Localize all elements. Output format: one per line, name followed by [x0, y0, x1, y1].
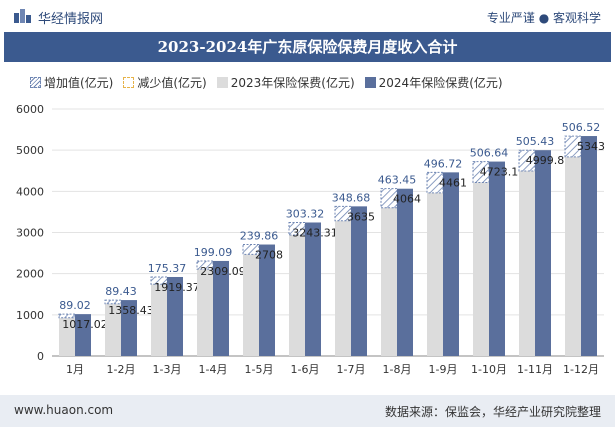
legend-2023: 2023年保险保费(亿元)	[216, 74, 355, 91]
logo-icon	[14, 9, 31, 23]
x-tick-label: 1-9月	[429, 363, 458, 376]
bar-2024	[535, 150, 551, 356]
chart-plot: 0 1000 2000 3000 4000 5000 6000 1017.02 89.02 1月 1…	[16, 103, 605, 376]
value-label-increase: 175.37	[148, 262, 187, 275]
bar-2024	[443, 172, 459, 356]
legend-increase: 增加值(亿元)	[30, 74, 113, 91]
value-label-2024: 1919.37	[154, 281, 200, 294]
value-label-increase: 463.45	[378, 174, 417, 187]
value-label-2024: 4723.1	[480, 166, 519, 179]
value-label-2024: 3243.31	[292, 226, 338, 239]
bar-increase	[242, 244, 260, 255]
bar-2023	[473, 182, 489, 356]
bar-2023	[519, 170, 535, 356]
value-label-increase: 199.09	[194, 246, 233, 259]
x-tick-label: 1-7月	[337, 363, 366, 376]
bar-2023	[427, 192, 443, 356]
brand-name: 华经情报网	[38, 12, 104, 27]
title-bar: 2023-2024年广东原保险保费月度收入合计	[4, 32, 611, 62]
legend-2023-swatch	[216, 76, 228, 88]
value-label-2024: 3635	[347, 210, 375, 223]
value-label-increase: 506.64	[470, 147, 509, 160]
value-label-increase: 505.43	[516, 135, 555, 148]
value-label-2024: 2708	[255, 249, 283, 262]
y-tick-label: 3000	[16, 227, 44, 240]
x-tick-label: 1-12月	[563, 363, 599, 376]
value-label-increase: 496.72	[424, 157, 463, 170]
bar-increase	[334, 205, 352, 222]
x-tick-label: 1-10月	[471, 363, 507, 376]
data-source: 数据来源：保监会，华经产业研究院整理	[384, 405, 601, 419]
y-tick-label: 6000	[16, 103, 44, 116]
bar-2024	[305, 222, 321, 356]
value-label-increase: 89.02	[59, 299, 91, 312]
value-label-2024: 4461	[439, 176, 467, 189]
bar-2023	[105, 303, 121, 356]
bar-2023	[289, 234, 305, 356]
value-label-increase: 506.52	[562, 121, 601, 134]
y-tick-label: 4000	[16, 185, 44, 198]
x-tick-label: 1-5月	[245, 363, 274, 376]
bar-2024	[489, 161, 505, 356]
legend-2024: 2024年保险保费(亿元)	[364, 74, 503, 91]
value-label-increase: 89.43	[105, 285, 137, 298]
bar-2024	[213, 260, 229, 356]
y-tick-label: 2000	[16, 268, 44, 281]
bar-2023	[565, 156, 581, 356]
bar-2023	[381, 207, 397, 356]
bar-2024	[259, 244, 275, 356]
value-label-2024: 4064	[393, 193, 421, 206]
x-tick-label: 1-2月	[107, 363, 136, 376]
x-tick-label: 1-3月	[153, 363, 182, 376]
legend-2024-label: 2024年保险保费(亿元)	[378, 75, 503, 90]
y-tick-label: 5000	[16, 144, 44, 157]
x-tick-label: 1-4月	[199, 363, 228, 376]
legend-2024-swatch	[364, 76, 376, 88]
legend-decrease-swatch	[123, 76, 135, 88]
x-tick-label: 1月	[66, 363, 84, 376]
bar-increase	[150, 276, 168, 285]
value-label-increase: 348.68	[332, 191, 371, 204]
value-label-increase: 239.86	[240, 230, 279, 243]
legend-decrease: 减少值(亿元)	[123, 74, 207, 91]
bar-2023	[243, 254, 259, 356]
bar-increase	[196, 260, 214, 270]
bar-2024	[397, 188, 413, 356]
bar-2024	[167, 276, 183, 356]
bar-2024	[351, 206, 367, 356]
bar-2023	[59, 317, 75, 356]
bar-2024	[121, 300, 137, 356]
value-label-2024: 1358.43	[108, 304, 154, 317]
x-tick-label: 1-8月	[383, 363, 412, 376]
value-label-2024: 2309.09	[200, 265, 246, 278]
top-bar: 华经情报网 专业严谨 ● 客观科学	[0, 0, 615, 32]
value-label-increase: 303.32	[286, 207, 325, 220]
value-label-2024: 1017.02	[62, 318, 108, 331]
value-label-2024: 4999.8	[526, 154, 565, 167]
bar-2023	[335, 220, 351, 356]
y-tick-label: 1000	[16, 309, 44, 322]
y-tick-label: 0	[37, 350, 44, 363]
legend: 增加值(亿元) 减少值(亿元) 2023年保险保费(亿元) 2024年保险保费(…	[30, 72, 513, 92]
legend-decrease-label: 减少值(亿元)	[137, 75, 207, 90]
x-tick-label: 1-11月	[517, 363, 553, 376]
legend-2023-label: 2023年保险保费(亿元)	[230, 75, 355, 90]
bar-2024	[581, 136, 597, 356]
tagline: 专业严谨 ● 客观科学	[486, 11, 601, 25]
legend-increase-swatch	[30, 76, 41, 88]
website-link[interactable]: www.huaon.com	[14, 403, 114, 417]
x-tick-label: 1-6月	[291, 363, 320, 376]
bar-2023	[151, 284, 167, 356]
chart-title: 2023-2024年广东原保险保费月度收入合计	[157, 38, 458, 56]
value-label-2024: 5343	[577, 140, 605, 153]
legend-increase-label: 增加值(亿元)	[44, 75, 114, 90]
bar-2024	[75, 314, 91, 356]
bar-2023	[197, 269, 213, 356]
bottom-bar: www.huaon.com 数据来源：保监会，华经产业研究院整理	[0, 395, 615, 427]
